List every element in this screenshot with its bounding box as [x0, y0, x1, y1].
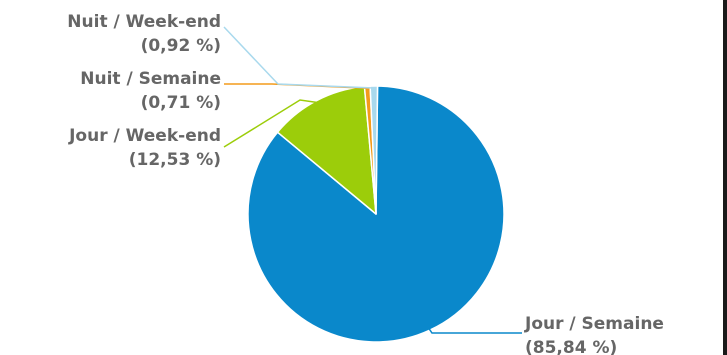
label-connectors [223, 26, 522, 334]
slice-label-jour-weekend: Jour / Week-end (12,53 %) [68, 126, 221, 170]
frame-edge [723, 0, 727, 355]
label-nuit-semaine-name: Nuit / Semaine [80, 69, 221, 89]
slice-label-jour-semaine: Jour / Semaine (85,84 %) [524, 314, 664, 355]
connector-nuit-weekend [223, 26, 374, 89]
pie-slices [247, 85, 505, 343]
label-nuit-weekend-pct: (0,92 %) [141, 36, 221, 56]
label-nuit-weekend-name: Nuit / Week-end [67, 12, 221, 32]
pie-slice-nuit-weekend[interactable] [369, 85, 379, 215]
label-jour-weekend-name: Jour / Week-end [68, 126, 221, 146]
connector-jour-semaine [428, 327, 522, 334]
label-jour-semaine-name: Jour / Semaine [524, 314, 664, 334]
slice-label-nuit-weekend: Nuit / Week-end (0,92 %) [67, 12, 221, 56]
label-nuit-semaine-pct: (0,71 %) [141, 93, 221, 113]
slice-label-nuit-semaine: Nuit / Semaine (0,71 %) [80, 69, 221, 113]
label-jour-weekend-pct: (12,53 %) [129, 150, 221, 170]
label-jour-semaine-pct: (85,84 %) [525, 338, 617, 355]
connector-jour-weekend [223, 99, 318, 148]
